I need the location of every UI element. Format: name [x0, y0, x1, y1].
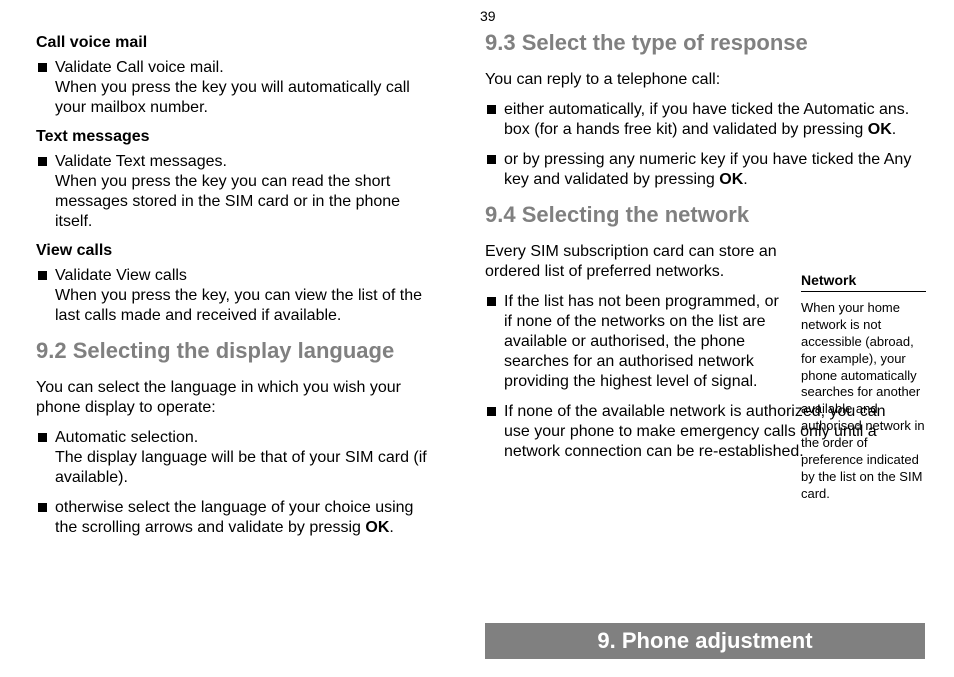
- bullet-text: Validate View calls When you press the k…: [55, 266, 436, 326]
- text-pre: otherwise select the language of your ch…: [55, 499, 413, 536]
- paragraph: You can select the language in which you…: [36, 378, 436, 418]
- bullet-text: Validate Call voice mail. When you press…: [55, 58, 436, 118]
- square-bullet-icon: [38, 433, 47, 442]
- chapter-bar: 9. Phone adjustment: [485, 623, 925, 659]
- text-pre: or by pressing any numeric key if you ha…: [504, 151, 911, 188]
- bullet-text: otherwise select the language of your ch…: [55, 498, 436, 538]
- bullet-item: or by pressing any numeric key if you ha…: [485, 150, 915, 190]
- square-bullet-icon: [487, 407, 496, 416]
- subhead-call-voice-mail: Call voice mail: [36, 34, 436, 52]
- subhead-text-messages: Text messages: [36, 128, 436, 146]
- section-title-94: 9.4 Selecting the network: [485, 202, 785, 228]
- square-bullet-icon: [487, 105, 496, 114]
- text-post: .: [389, 519, 393, 536]
- bullet-item: Validate Call voice mail. When you press…: [36, 58, 436, 118]
- bullet-text: either automatically, if you have ticked…: [504, 100, 915, 140]
- page-number: 39: [480, 8, 496, 24]
- bullet-item: Automatic selection. The display languag…: [36, 428, 436, 488]
- square-bullet-icon: [38, 503, 47, 512]
- text-bold: OK: [719, 171, 743, 188]
- paragraph: Every SIM subscription card can store an…: [485, 242, 785, 282]
- text-post: .: [743, 171, 747, 188]
- subhead-view-calls: View calls: [36, 242, 436, 260]
- bullet-item: Validate Text messages. When you press t…: [36, 152, 436, 232]
- bullet-text: Validate Text messages. When you press t…: [55, 152, 436, 232]
- bullet-item: Validate View calls When you press the k…: [36, 266, 436, 326]
- sidebar-title: Network: [801, 272, 926, 292]
- paragraph: You can reply to a telephone call:: [485, 70, 915, 90]
- square-bullet-icon: [487, 155, 496, 164]
- section-title-92: 9.2 Selecting the display language: [36, 338, 436, 364]
- text-pre: either automatically, if you have ticked…: [504, 101, 909, 138]
- text-bold: OK: [868, 121, 892, 138]
- left-column: Call voice mail Validate Call voice mail…: [36, 30, 436, 548]
- bullet-item: otherwise select the language of your ch…: [36, 498, 436, 538]
- bullet-item: either automatically, if you have ticked…: [485, 100, 915, 140]
- bullet-text: Automatic selection. The display languag…: [55, 428, 436, 488]
- text-post: .: [892, 121, 896, 138]
- bullet-text: If the list has not been programmed, or …: [504, 292, 785, 392]
- bullet-item: If the list has not been programmed, or …: [485, 292, 785, 392]
- text-bold: OK: [365, 519, 389, 536]
- section-title-93: 9.3 Select the type of response: [485, 30, 915, 56]
- square-bullet-icon: [487, 297, 496, 306]
- square-bullet-icon: [38, 157, 47, 166]
- sidebar-body: When your home network is not accessible…: [801, 300, 926, 503]
- square-bullet-icon: [38, 63, 47, 72]
- square-bullet-icon: [38, 271, 47, 280]
- sidebar-note: Network When your home network is not ac…: [801, 272, 926, 503]
- bullet-text: or by pressing any numeric key if you ha…: [504, 150, 915, 190]
